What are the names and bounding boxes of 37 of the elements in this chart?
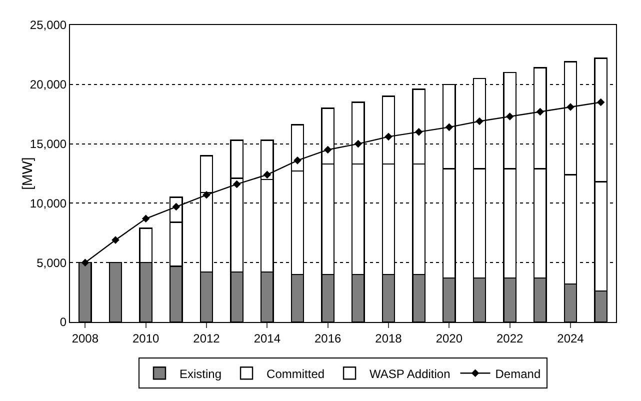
y-tick-label: 15,000 bbox=[30, 137, 67, 151]
point bbox=[596, 98, 605, 106]
point bbox=[506, 112, 514, 120]
point bbox=[445, 123, 454, 132]
legend-label: Existing bbox=[180, 366, 222, 381]
point bbox=[566, 103, 574, 111]
point bbox=[294, 156, 302, 164]
point bbox=[263, 170, 272, 179]
x-tick-label: 2022 bbox=[496, 331, 524, 346]
x-tick-label: 2014 bbox=[254, 331, 281, 346]
y-axis-title: [MW] bbox=[19, 157, 35, 190]
point bbox=[142, 214, 150, 223]
point bbox=[536, 108, 544, 116]
point bbox=[81, 258, 90, 266]
x-tick-label: 2024 bbox=[557, 331, 584, 346]
legend-label: Demand bbox=[495, 366, 541, 381]
y-tick-label: 5,000 bbox=[36, 256, 67, 270]
x-tick-label: 2012 bbox=[193, 331, 220, 346]
point bbox=[354, 140, 362, 148]
x-tick-label: 2020 bbox=[436, 331, 463, 346]
point bbox=[476, 117, 484, 126]
x-tick-label: 2008 bbox=[72, 331, 99, 346]
y-tick-label: 10,000 bbox=[30, 196, 67, 210]
x-tick-label: 2010 bbox=[132, 331, 160, 346]
legend-label: WASP Addition bbox=[370, 366, 450, 381]
point bbox=[414, 128, 423, 136]
point bbox=[324, 146, 332, 154]
legend-label: Committed bbox=[266, 366, 325, 381]
x-tick-label: 2016 bbox=[314, 331, 342, 346]
x-tick-label: 2018 bbox=[375, 331, 402, 346]
point bbox=[232, 180, 241, 188]
y-tick-label: 20,000 bbox=[30, 78, 67, 92]
y-tick-label: 25,000 bbox=[30, 18, 67, 32]
point bbox=[384, 132, 392, 141]
y-tick-label: 0 bbox=[60, 315, 67, 330]
point bbox=[112, 236, 120, 244]
point bbox=[202, 190, 210, 199]
